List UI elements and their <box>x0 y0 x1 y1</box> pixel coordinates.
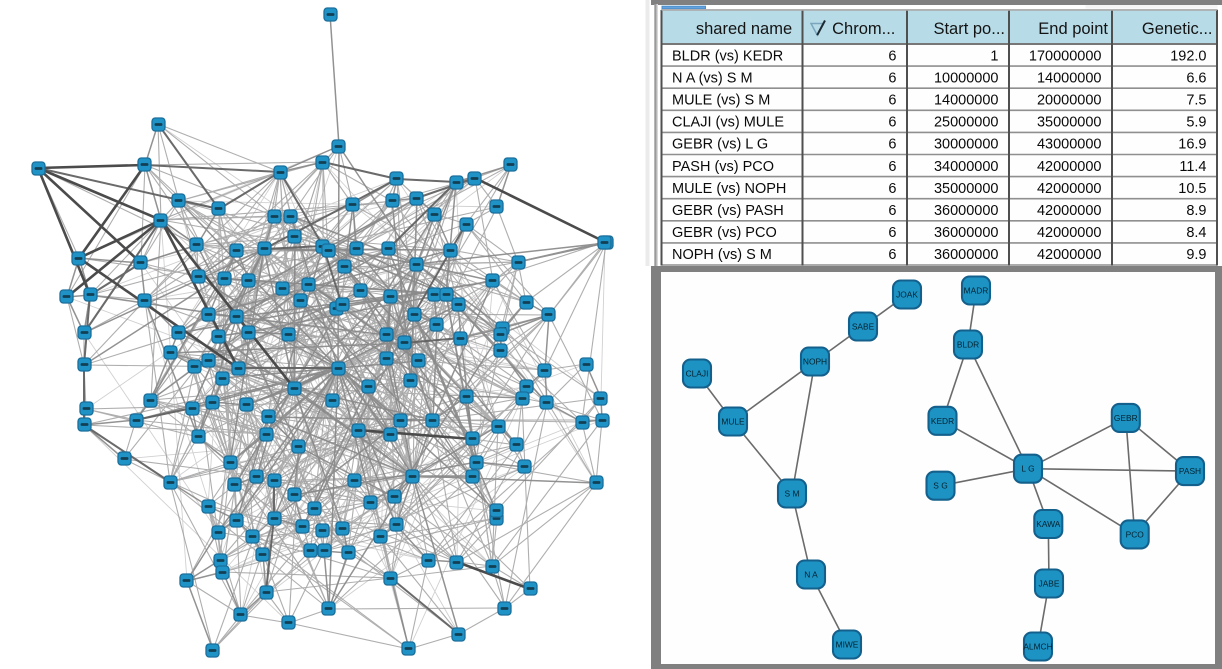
svg-text:7.5: 7.5 <box>1186 93 1206 109</box>
svg-text:N A (vs) S M: N A (vs) S M <box>672 70 753 86</box>
svg-text:8.9: 8.9 <box>1186 203 1206 219</box>
svg-text:42000000: 42000000 <box>1037 203 1102 219</box>
svg-text:192.0: 192.0 <box>1170 48 1206 64</box>
svg-text:36000000: 36000000 <box>934 247 999 263</box>
svg-text:6: 6 <box>888 93 896 109</box>
svg-text:35000000: 35000000 <box>934 181 999 197</box>
svg-text:6: 6 <box>888 225 896 241</box>
svg-text:S M: S M <box>785 488 800 498</box>
svg-text:L G: L G <box>1021 463 1034 473</box>
svg-text:36000000: 36000000 <box>934 225 999 241</box>
svg-text:10000000: 10000000 <box>934 70 999 86</box>
svg-text:10.5: 10.5 <box>1178 181 1206 197</box>
svg-text:JOAK: JOAK <box>896 289 918 299</box>
svg-text:PASH: PASH <box>1179 466 1201 476</box>
svg-text:Chrom...: Chrom... <box>832 20 895 38</box>
svg-text:MIWE: MIWE <box>836 639 859 649</box>
svg-text:GEBR (vs) L G: GEBR (vs) L G <box>672 137 768 153</box>
svg-text:5.9: 5.9 <box>1186 115 1206 131</box>
svg-text:End point: End point <box>1038 20 1108 38</box>
svg-text:43000000: 43000000 <box>1037 137 1102 153</box>
svg-text:6.6: 6.6 <box>1186 70 1206 86</box>
svg-text:PCO: PCO <box>1126 529 1145 539</box>
svg-text:6: 6 <box>888 159 896 175</box>
svg-text:42000000: 42000000 <box>1037 159 1102 175</box>
svg-text:20000000: 20000000 <box>1037 93 1102 109</box>
svg-text:42000000: 42000000 <box>1037 181 1102 197</box>
svg-text:N A: N A <box>804 569 818 579</box>
svg-text:NOPH (vs) S M: NOPH (vs) S M <box>672 247 772 263</box>
svg-text:BLDR (vs) KEDR: BLDR (vs) KEDR <box>672 48 783 64</box>
svg-text:16.9: 16.9 <box>1178 137 1206 153</box>
svg-text:SABE: SABE <box>852 321 875 331</box>
svg-text:Start po...: Start po... <box>933 20 1005 38</box>
svg-text:MADR: MADR <box>964 285 989 295</box>
svg-text:NOPH: NOPH <box>803 356 827 366</box>
svg-text:25000000: 25000000 <box>934 115 999 131</box>
svg-text:30000000: 30000000 <box>934 137 999 153</box>
svg-text:MULE: MULE <box>721 416 745 426</box>
svg-text:CLAJI (vs) MULE: CLAJI (vs) MULE <box>672 115 784 131</box>
svg-text:PASH (vs) PCO: PASH (vs) PCO <box>672 159 774 175</box>
svg-text:shared name: shared name <box>696 20 792 38</box>
svg-text:6: 6 <box>888 70 896 86</box>
svg-text:BLDR: BLDR <box>957 339 979 349</box>
svg-text:36000000: 36000000 <box>934 203 999 219</box>
svg-text:6: 6 <box>888 181 896 197</box>
svg-text:8.4: 8.4 <box>1186 225 1206 241</box>
svg-text:170000000: 170000000 <box>1029 48 1102 64</box>
svg-text:GEBR (vs) PASH: GEBR (vs) PASH <box>672 203 784 219</box>
svg-text:GEBR: GEBR <box>1114 412 1138 422</box>
svg-text:42000000: 42000000 <box>1037 247 1102 263</box>
svg-text:MULE (vs) S M: MULE (vs) S M <box>672 93 770 109</box>
svg-text:CLAJI: CLAJI <box>686 368 709 378</box>
svg-text:42000000: 42000000 <box>1037 225 1102 241</box>
svg-text:11.4: 11.4 <box>1179 159 1206 175</box>
svg-text:GEBR (vs) PCO: GEBR (vs) PCO <box>672 225 777 241</box>
svg-text:KEDR: KEDR <box>931 415 954 425</box>
svg-text:14000000: 14000000 <box>934 93 999 109</box>
svg-text:9.9: 9.9 <box>1186 247 1206 263</box>
svg-text:6: 6 <box>888 115 896 131</box>
svg-text:KAWA: KAWA <box>1036 519 1060 529</box>
svg-text:ALMCH: ALMCH <box>1023 641 1052 651</box>
svg-text:JABE: JABE <box>1039 578 1060 588</box>
svg-text:1: 1 <box>990 48 998 64</box>
svg-text:Genetic...: Genetic... <box>1142 20 1213 38</box>
svg-text:6: 6 <box>888 137 896 153</box>
svg-text:MULE (vs) NOPH: MULE (vs) NOPH <box>672 181 786 197</box>
svg-text:35000000: 35000000 <box>1037 115 1102 131</box>
svg-text:6: 6 <box>888 203 896 219</box>
svg-text:14000000: 14000000 <box>1037 70 1102 86</box>
svg-text:6: 6 <box>888 48 896 64</box>
svg-text:S G: S G <box>933 480 947 490</box>
svg-text:34000000: 34000000 <box>934 159 999 175</box>
svg-text:6: 6 <box>888 247 896 263</box>
